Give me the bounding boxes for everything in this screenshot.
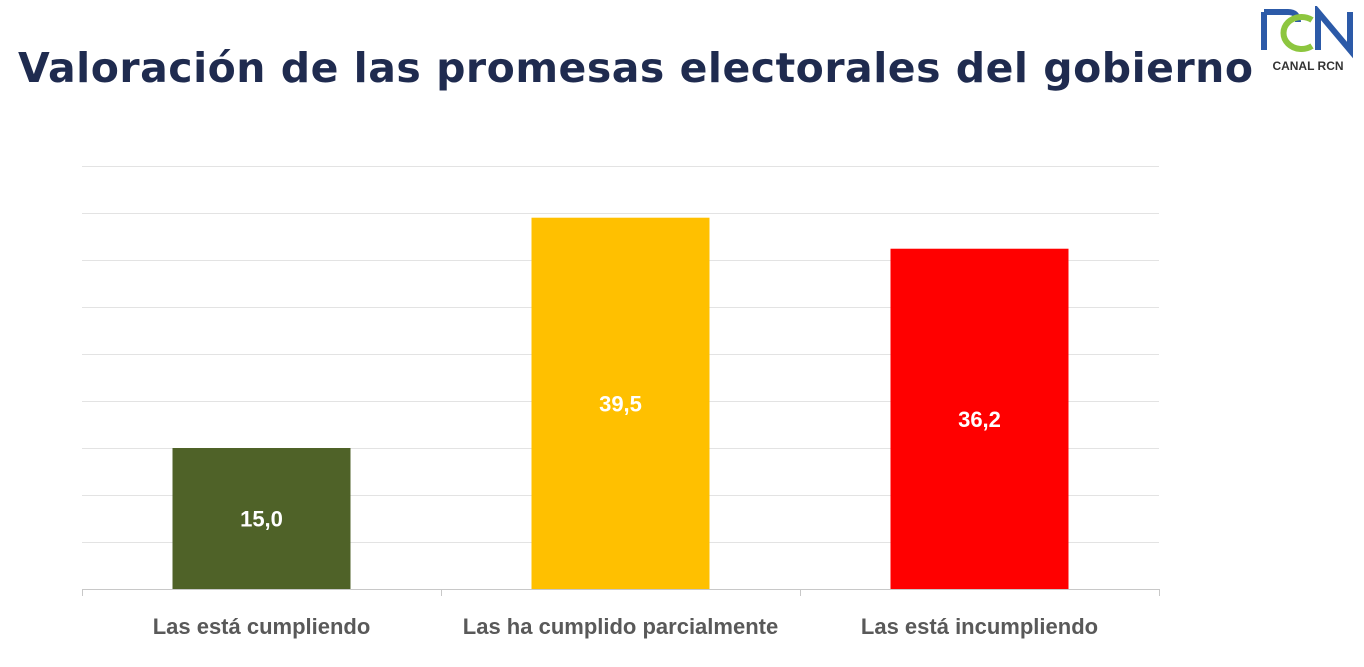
bar-2 [531,217,710,589]
data-label: 15,0 [240,507,283,532]
data-label: 39,5 [599,391,642,416]
data-label: 36,2 [958,407,1001,432]
canal-rcn-logo: CANAL RCN [1261,6,1353,73]
category-label: Las ha cumplido parcialmente [463,614,778,639]
bar-1 [172,448,351,589]
chart-title: Valoración de las promesas electorales d… [18,44,1254,92]
svg-text:CANAL RCN: CANAL RCN [1272,59,1343,73]
bar-3 [890,248,1069,589]
category-label: Las está cumpliendo [153,614,371,639]
category-label: Las está incumpliendo [861,614,1098,639]
